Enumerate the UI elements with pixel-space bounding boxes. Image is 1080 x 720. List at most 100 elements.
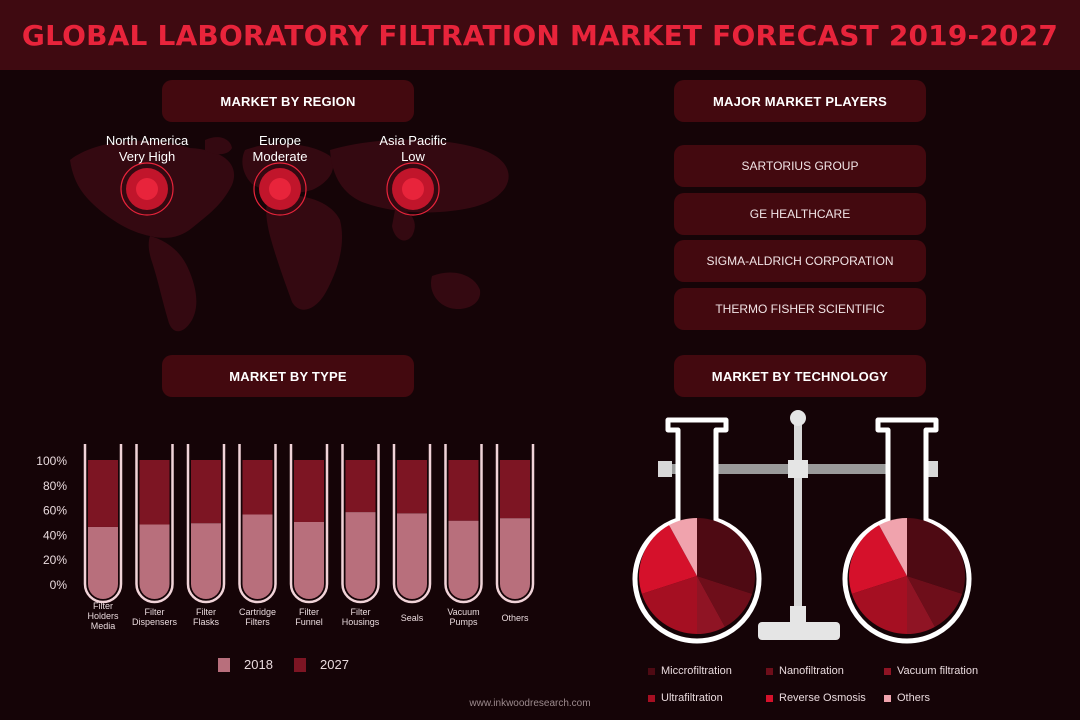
type-legend-2027: 2027 [294,657,349,672]
player-item: THERMO FISHER SCIENTIFIC [674,288,926,330]
legend-swatch-2027 [294,657,306,672]
bar-2018 [345,512,376,599]
tech-legend-item: Ultrafiltration [648,692,723,704]
region-name: North America [105,133,189,148]
marker-asia-pacific [386,162,440,216]
category-label: Seals [401,613,424,623]
region-section-title: MARKET BY REGION [220,93,356,109]
legend-label: Nanofiltration [779,665,844,677]
category-label: Housings [342,617,380,627]
tube-outline [289,444,329,604]
tube-outline [238,444,277,604]
type-section-header: MARKET BY TYPE [162,355,414,397]
tech-legend-item: Vacuum filtration [884,665,978,677]
region-section-header: MARKET BY REGION [162,80,414,122]
pie-slice [697,518,755,594]
pie-slice [907,518,965,594]
players-section-header: MAJOR MARKET PLAYERS [674,80,926,122]
tech-legend-item: Miccrofiltration [648,665,732,677]
category-label: Filter [351,607,371,617]
player-item: SARTORIUS GROUP [674,145,926,187]
bar-2027 [88,460,118,527]
category-label: Funnel [295,617,323,627]
tube-outline [135,444,174,604]
region-level: Moderate [252,149,308,164]
bar-2018 [294,522,324,599]
category-label: Others [501,613,529,623]
pie-slice [697,576,753,627]
bar-2018 [397,513,427,599]
players-section-title: MAJOR MARKET PLAYERS [713,93,887,109]
bar-2018 [191,523,221,599]
region-asia-pacific: Asia Pacific Low [343,133,483,165]
legend-label: Miccrofiltration [661,665,732,677]
type-section-title: MARKET BY TYPE [229,368,347,384]
player-item: GE HEALTHCARE [674,193,926,235]
pie-slice [849,525,907,594]
bar-2018 [88,526,118,599]
type-legend-2018: 2018 [218,657,273,672]
footer-url[interactable]: www.inkwoodresearch.com [469,698,591,709]
tube-outline [83,444,123,604]
category-label: Holders [87,611,119,621]
bar-2018 [242,514,273,599]
category-label: Filter [145,607,165,617]
tech-legend-item: Nanofiltration [766,665,844,677]
pie-slice [879,518,907,576]
bar-2027 [139,460,170,525]
pie-slice [639,525,697,594]
pie-slice [697,576,725,634]
page-title: GLOBAL LABORATORY FILTRATION MARKET FORE… [21,18,1059,52]
legend-swatch-2018 [218,657,230,672]
pie-slice [669,518,697,576]
header: GLOBAL LABORATORY FILTRATION MARKET FORE… [0,0,1080,70]
tube-outline [444,444,483,604]
region-europe: Europe Moderate [210,133,350,165]
pie-slice [907,576,935,634]
category-label: Cartridge [239,607,276,617]
category-label: Flasks [193,617,220,627]
bar-2027 [500,460,530,519]
y-tick-label: 40% [43,528,67,542]
category-label: Vacuum [447,607,479,617]
bar-2027 [242,460,273,515]
legend-swatch [766,667,773,675]
region-name: Europe [259,133,301,148]
pie-slice [907,576,963,627]
region-name: Asia Pacific [379,133,447,148]
legend-label: Ultrafiltration [661,692,723,704]
y-tick-label: 0% [50,578,68,592]
category-label: Dispensers [132,617,178,627]
tech-legend-item: Others [884,692,930,704]
region-level: Low [401,149,425,164]
y-tick-label: 20% [43,553,67,567]
pie-slice [641,576,697,634]
pie-chart-right [849,518,965,634]
tube-outline [186,444,226,604]
legend-label: Vacuum filtration [897,665,979,677]
legend-label: 2027 [320,657,349,672]
bar-2018 [139,524,170,599]
marker-north-america [120,162,174,216]
legend-swatch [648,694,655,702]
category-label: Filters [245,617,270,627]
legend-swatch [766,694,773,702]
legend-label: Reverse Osmosis [779,692,866,704]
y-tick-label: 80% [43,479,67,493]
category-label: Filter [93,601,113,611]
bar-2018 [500,518,530,599]
pie-slice [851,576,907,634]
legend-label: 2018 [244,657,273,672]
bar-2027 [294,460,324,522]
bar-2027 [345,460,376,513]
y-tick-label: 100% [36,454,67,468]
bar-2027 [191,460,221,524]
player-name: THERMO FISHER SCIENTIFIC [715,302,885,316]
category-label: Filter [196,607,216,617]
legend-swatch [884,667,891,675]
tube-outline [495,444,535,604]
player-name: GE HEALTHCARE [749,207,851,221]
